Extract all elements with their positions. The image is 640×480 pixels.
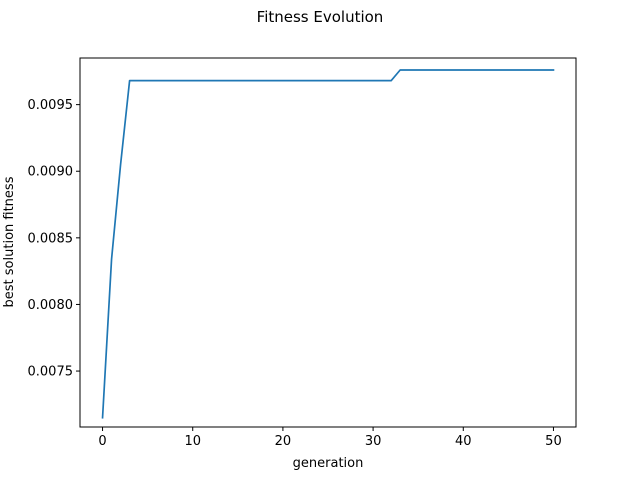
x-axis-title: generation — [293, 456, 364, 471]
x-tick-label: 40 — [455, 434, 472, 449]
y-axis: 0.0075 0.0080 0.0085 0.0090 0.0095 — [28, 98, 80, 380]
chart-title: Fitness Evolution — [257, 8, 384, 26]
y-tick-label: 0.0080 — [28, 298, 74, 313]
x-axis: 0 10 20 30 40 50 — [98, 427, 562, 449]
plot-area: 0 10 20 30 40 50 0.00750.00800.00850.00900.00… — [28, 57, 577, 449]
x-tick-label: 50 — [545, 434, 562, 449]
series-layer — [101, 69, 555, 419]
x-tick-label: 30 — [365, 434, 382, 449]
axes-frame — [79, 57, 577, 428]
series-line — [101, 69, 555, 419]
x-tick-label: 10 — [184, 434, 201, 449]
y-tick-label: 0.0085 — [28, 231, 74, 246]
y-tick-label: 0.0075 — [28, 365, 74, 380]
y-axis-title: best solution fitness — [2, 176, 17, 307]
x-tick-label: 0 — [98, 434, 106, 449]
y-tick-label: 0.0095 — [28, 98, 74, 113]
y-tick-label: 0.0090 — [28, 165, 74, 180]
x-tick-label: 20 — [275, 434, 292, 449]
